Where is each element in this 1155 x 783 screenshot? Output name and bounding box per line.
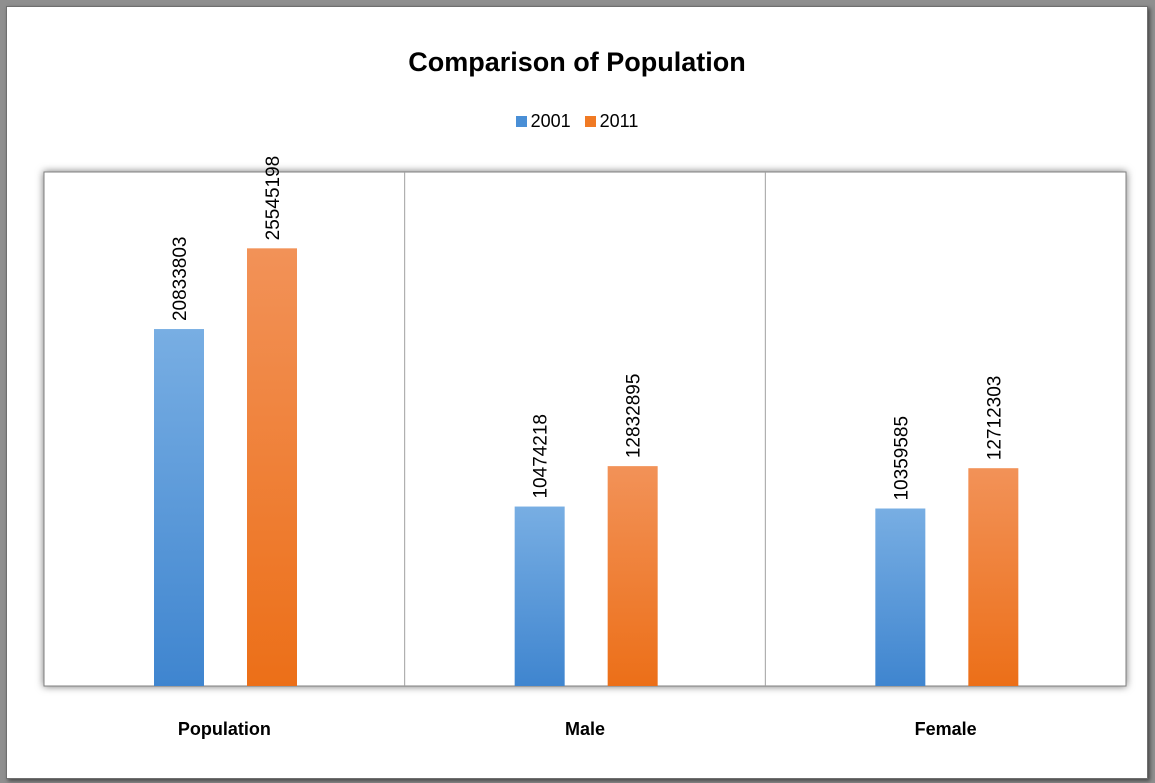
bar-2001-population xyxy=(154,329,204,686)
chart-legend: 2001 2011 xyxy=(7,111,1147,132)
bar-2011-male xyxy=(607,466,658,686)
bar-2011-female xyxy=(968,468,1019,686)
data-label-2001-male: 10474218 xyxy=(531,414,552,499)
category-label-population: Population xyxy=(178,719,271,739)
legend-swatch-2001 xyxy=(515,116,527,127)
plot-area xyxy=(43,171,1127,687)
data-label-2001-population: 20833803 xyxy=(170,237,191,322)
legend-label-2011: 2011 xyxy=(599,111,639,131)
data-label-2001-female: 10359585 xyxy=(891,416,912,501)
category-label-female: Female xyxy=(915,719,977,739)
legend-label-2001: 2001 xyxy=(530,111,571,131)
bar-2011-population xyxy=(247,248,297,686)
category-label-male: Male xyxy=(565,719,605,739)
bar-2001-male xyxy=(514,506,565,686)
legend-swatch-2011 xyxy=(584,116,596,127)
data-label-2011-male: 12832895 xyxy=(624,374,645,459)
chart-title: Comparison of Population xyxy=(408,47,746,77)
legend-item-2011: 2011 xyxy=(584,111,639,132)
data-label-2011-female: 12712303 xyxy=(984,376,1005,461)
bar-2001-female xyxy=(875,508,926,686)
legend-item-2001: 2001 xyxy=(515,111,571,132)
data-label-2011-population: 25545198 xyxy=(263,156,284,241)
